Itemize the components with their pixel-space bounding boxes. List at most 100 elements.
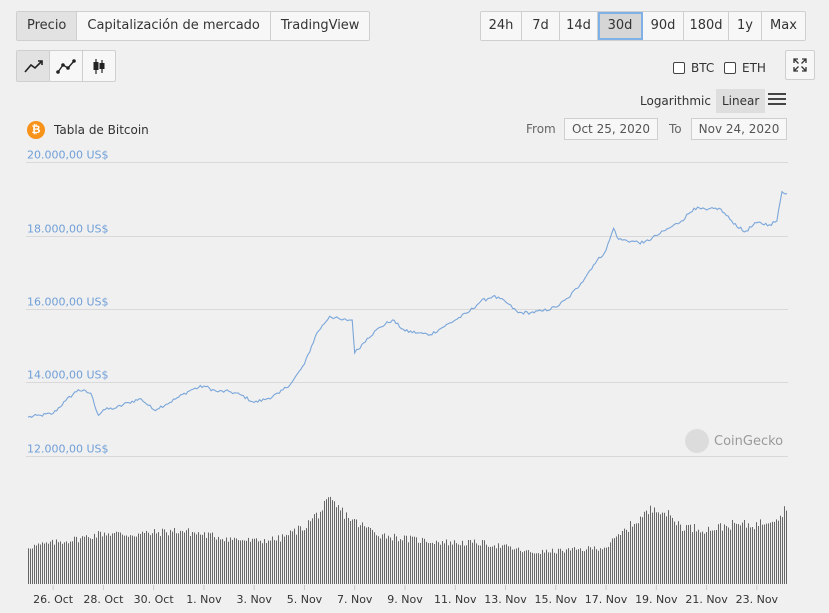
volume-bar — [618, 534, 619, 584]
volume-bar — [32, 548, 33, 584]
volume-bar — [346, 512, 347, 584]
volume-bar — [212, 532, 213, 584]
volume-bar — [230, 537, 231, 584]
volume-bar — [252, 538, 253, 584]
range-tab-14d[interactable]: 14d — [560, 12, 598, 40]
volume-bar — [404, 535, 405, 584]
x-tick-label: 21. Nov — [685, 593, 728, 606]
range-tab-24h[interactable]: 24h — [481, 12, 522, 40]
view-tab-1[interactable]: Capitalización de mercado — [77, 12, 271, 40]
range-tab-7d[interactable]: 7d — [522, 12, 560, 40]
volume-bar — [434, 544, 435, 584]
volume-bar — [204, 532, 205, 584]
volume-bar — [450, 541, 451, 584]
volume-bar — [698, 529, 699, 584]
scale-linear-button[interactable]: Linear — [716, 89, 766, 113]
to-label: To — [669, 122, 682, 136]
volume-bar — [78, 542, 79, 584]
volume-bar — [550, 552, 551, 584]
volume-bar — [304, 530, 305, 584]
volume-bar — [296, 534, 297, 584]
view-tab-0[interactable]: Precio — [17, 12, 78, 40]
checkbox-box[interactable] — [673, 62, 685, 74]
volume-bar — [172, 531, 173, 584]
fullscreen-button[interactable] — [785, 50, 815, 80]
volume-bar — [560, 548, 561, 584]
volume-bar — [334, 501, 335, 584]
volume-bar — [418, 542, 419, 584]
view-tab-2[interactable]: TradingView — [280, 18, 360, 33]
volume-bar — [146, 530, 147, 584]
volume-bar — [678, 521, 679, 584]
volume-bar — [312, 518, 313, 584]
volume-bar — [584, 551, 585, 584]
volume-bar — [178, 533, 179, 584]
range-tab-90d[interactable]: 90d — [643, 12, 684, 40]
volume-bar — [344, 518, 345, 584]
checkbox-box[interactable] — [724, 62, 736, 74]
volume-bar — [392, 540, 393, 584]
volume-bar — [180, 530, 181, 584]
volume-bar — [536, 553, 537, 584]
volume-bar — [362, 522, 363, 584]
line-chart-icon — [23, 59, 43, 73]
volume-bar — [112, 533, 113, 584]
range-tab-Max[interactable]: Max — [770, 18, 797, 33]
volume-bar — [500, 547, 501, 584]
chart-type-button-1[interactable] — [50, 51, 83, 81]
volume-bar — [670, 515, 671, 584]
volume-bar — [442, 541, 443, 584]
range-tab-1y[interactable]: 1y — [729, 12, 762, 40]
from-date-input[interactable]: Oct 25, 2020 — [564, 118, 658, 140]
volume-bar — [772, 521, 773, 584]
chart-type-button-0[interactable] — [17, 51, 50, 81]
volume-bar — [176, 533, 177, 584]
volume-bar — [86, 535, 87, 584]
volume-bar — [602, 549, 603, 584]
volume-bar — [184, 532, 185, 584]
range-tab-180d[interactable]: 180d — [684, 12, 729, 40]
volume-bar — [714, 530, 715, 584]
volume-bar — [416, 537, 417, 584]
volume-bar — [96, 537, 97, 584]
volume-bar — [502, 545, 503, 584]
range-tab-30d[interactable]: 30d — [598, 12, 643, 40]
volume-bar — [56, 539, 57, 584]
volume-bar — [446, 539, 447, 584]
chart-type-button-2[interactable] — [83, 51, 115, 81]
to-date-input[interactable]: Nov 24, 2020 — [691, 118, 787, 140]
volume-bar — [226, 537, 227, 584]
volume-bar — [648, 514, 649, 584]
volume-bar — [220, 539, 221, 584]
volume-bar — [490, 546, 491, 584]
volume-bar — [568, 548, 569, 584]
volume-bar — [152, 533, 153, 584]
chart-type-tabs — [16, 50, 116, 82]
volume-bar — [598, 550, 599, 584]
volume-bar — [36, 545, 37, 584]
volume-bar — [136, 536, 137, 584]
compare-btc-checkbox[interactable]: BTC — [673, 61, 714, 75]
compare-eth-checkbox[interactable]: ETH — [724, 61, 766, 75]
volume-bar — [92, 539, 93, 584]
volume-bar — [638, 523, 639, 584]
volume-bar — [352, 519, 353, 584]
volume-bar — [748, 523, 749, 584]
volume-bar — [168, 535, 169, 584]
volume-bar — [170, 529, 171, 584]
volume-bar — [572, 548, 573, 584]
volume-bar — [104, 532, 105, 584]
volume-bar — [90, 538, 91, 584]
volume-bar — [234, 537, 235, 584]
hamburger-menu-icon[interactable] — [768, 93, 786, 107]
volume-bar — [30, 548, 31, 584]
volume-bar — [438, 542, 439, 584]
x-tick-label: 28. Oct — [83, 593, 124, 606]
volume-bar — [534, 553, 535, 584]
volume-bar — [390, 537, 391, 584]
volume-bar — [716, 530, 717, 584]
volume-bar — [188, 528, 189, 584]
volume-bar — [644, 511, 645, 584]
y-tick-label: 12.000,00 US$ — [27, 443, 109, 456]
scale-logarithmic-button[interactable]: Logarithmic — [640, 94, 711, 108]
